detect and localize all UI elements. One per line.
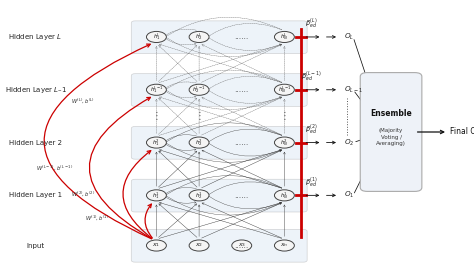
Text: $x_3$: $x_3$ xyxy=(237,242,246,249)
Text: ......: ...... xyxy=(235,241,249,250)
Circle shape xyxy=(189,137,209,148)
Text: $W^{(1)},b^{(1)}$: $W^{(1)},b^{(1)}$ xyxy=(85,213,109,222)
Text: Hidden Layer 1: Hidden Layer 1 xyxy=(9,192,62,198)
Text: Ensemble: Ensemble xyxy=(370,109,412,118)
Circle shape xyxy=(189,31,209,43)
Circle shape xyxy=(274,31,294,43)
Circle shape xyxy=(146,137,166,148)
Text: Hidden Layer $L$: Hidden Layer $L$ xyxy=(9,32,63,42)
Text: Hidden Layer $L–1$: Hidden Layer $L–1$ xyxy=(5,85,66,95)
Text: $\beta_{ed}^{(L)}$: $\beta_{ed}^{(L)}$ xyxy=(305,17,318,31)
Circle shape xyxy=(146,240,166,251)
Text: Input: Input xyxy=(27,243,45,248)
Text: $h_N^{L}$: $h_N^{L}$ xyxy=(280,32,289,42)
Text: $h_1^{L{-}1}$: $h_1^{L{-}1}$ xyxy=(150,84,163,95)
Text: $W^{(L)},b^{(L)}$: $W^{(L)},b^{(L)}$ xyxy=(71,96,95,105)
Text: $h_N^{L{-}1}$: $h_N^{L{-}1}$ xyxy=(278,84,291,95)
Text: Final Output: Final Output xyxy=(450,128,474,136)
Text: $x_n$: $x_n$ xyxy=(280,242,289,249)
Circle shape xyxy=(189,190,209,201)
Text: $h_1^{L}$: $h_1^{L}$ xyxy=(153,32,160,42)
Text: $\beta_{ed}^{(2)}$: $\beta_{ed}^{(2)}$ xyxy=(305,122,318,137)
Text: $W^{(L-1)},b^{(L-1)}$: $W^{(L-1)},b^{(L-1)}$ xyxy=(36,163,73,172)
Text: $\beta_{ed}^{(1)}$: $\beta_{ed}^{(1)}$ xyxy=(305,175,318,190)
Circle shape xyxy=(146,31,166,43)
Circle shape xyxy=(189,84,209,95)
Text: $h_2^{L}$: $h_2^{L}$ xyxy=(195,32,203,42)
Text: $\beta_{ed}^{(L-1)}$: $\beta_{ed}^{(L-1)}$ xyxy=(301,70,322,84)
Text: ......: ...... xyxy=(235,85,249,94)
Circle shape xyxy=(274,190,294,201)
Text: $h_1^{1}$: $h_1^{1}$ xyxy=(153,190,160,201)
Text: ⋮: ⋮ xyxy=(152,111,161,121)
Text: ⋮: ⋮ xyxy=(194,111,204,121)
FancyBboxPatch shape xyxy=(131,126,307,159)
Circle shape xyxy=(146,84,166,95)
Text: ......: ...... xyxy=(235,32,249,41)
Circle shape xyxy=(146,190,166,201)
Text: $W^{(2)},b^{(2)}$: $W^{(2)},b^{(2)}$ xyxy=(71,190,95,199)
Text: $h_N^{2}$: $h_N^{2}$ xyxy=(280,137,289,148)
Circle shape xyxy=(232,240,252,251)
Text: $O_1$: $O_1$ xyxy=(344,190,354,200)
Text: $x_2$: $x_2$ xyxy=(195,242,203,249)
FancyBboxPatch shape xyxy=(131,179,307,212)
Text: $O_{L-1}$: $O_{L-1}$ xyxy=(344,85,363,95)
Circle shape xyxy=(274,240,294,251)
Text: $h_2^{2}$: $h_2^{2}$ xyxy=(195,137,203,148)
Text: $h_2^{L{-}1}$: $h_2^{L{-}1}$ xyxy=(192,84,206,95)
FancyBboxPatch shape xyxy=(360,73,422,191)
FancyBboxPatch shape xyxy=(131,229,307,262)
Circle shape xyxy=(274,84,294,95)
Text: $O_2$: $O_2$ xyxy=(344,138,354,148)
Text: (Majority
Voting /
Averaging): (Majority Voting / Averaging) xyxy=(376,128,406,146)
Text: ⋮: ⋮ xyxy=(280,111,289,121)
Text: ......: ...... xyxy=(235,138,249,147)
FancyBboxPatch shape xyxy=(131,21,307,54)
Text: $h_1^{2}$: $h_1^{2}$ xyxy=(153,137,160,148)
FancyBboxPatch shape xyxy=(131,74,307,106)
Text: $x_1$: $x_1$ xyxy=(152,242,161,249)
Text: $h_N^{1}$: $h_N^{1}$ xyxy=(280,190,289,201)
Circle shape xyxy=(274,137,294,148)
Text: Hidden Layer 2: Hidden Layer 2 xyxy=(9,140,62,145)
Text: ......: ...... xyxy=(235,191,249,200)
Circle shape xyxy=(189,240,209,251)
Text: $O_L$: $O_L$ xyxy=(344,32,354,42)
Text: $h_2^{1}$: $h_2^{1}$ xyxy=(195,190,203,201)
